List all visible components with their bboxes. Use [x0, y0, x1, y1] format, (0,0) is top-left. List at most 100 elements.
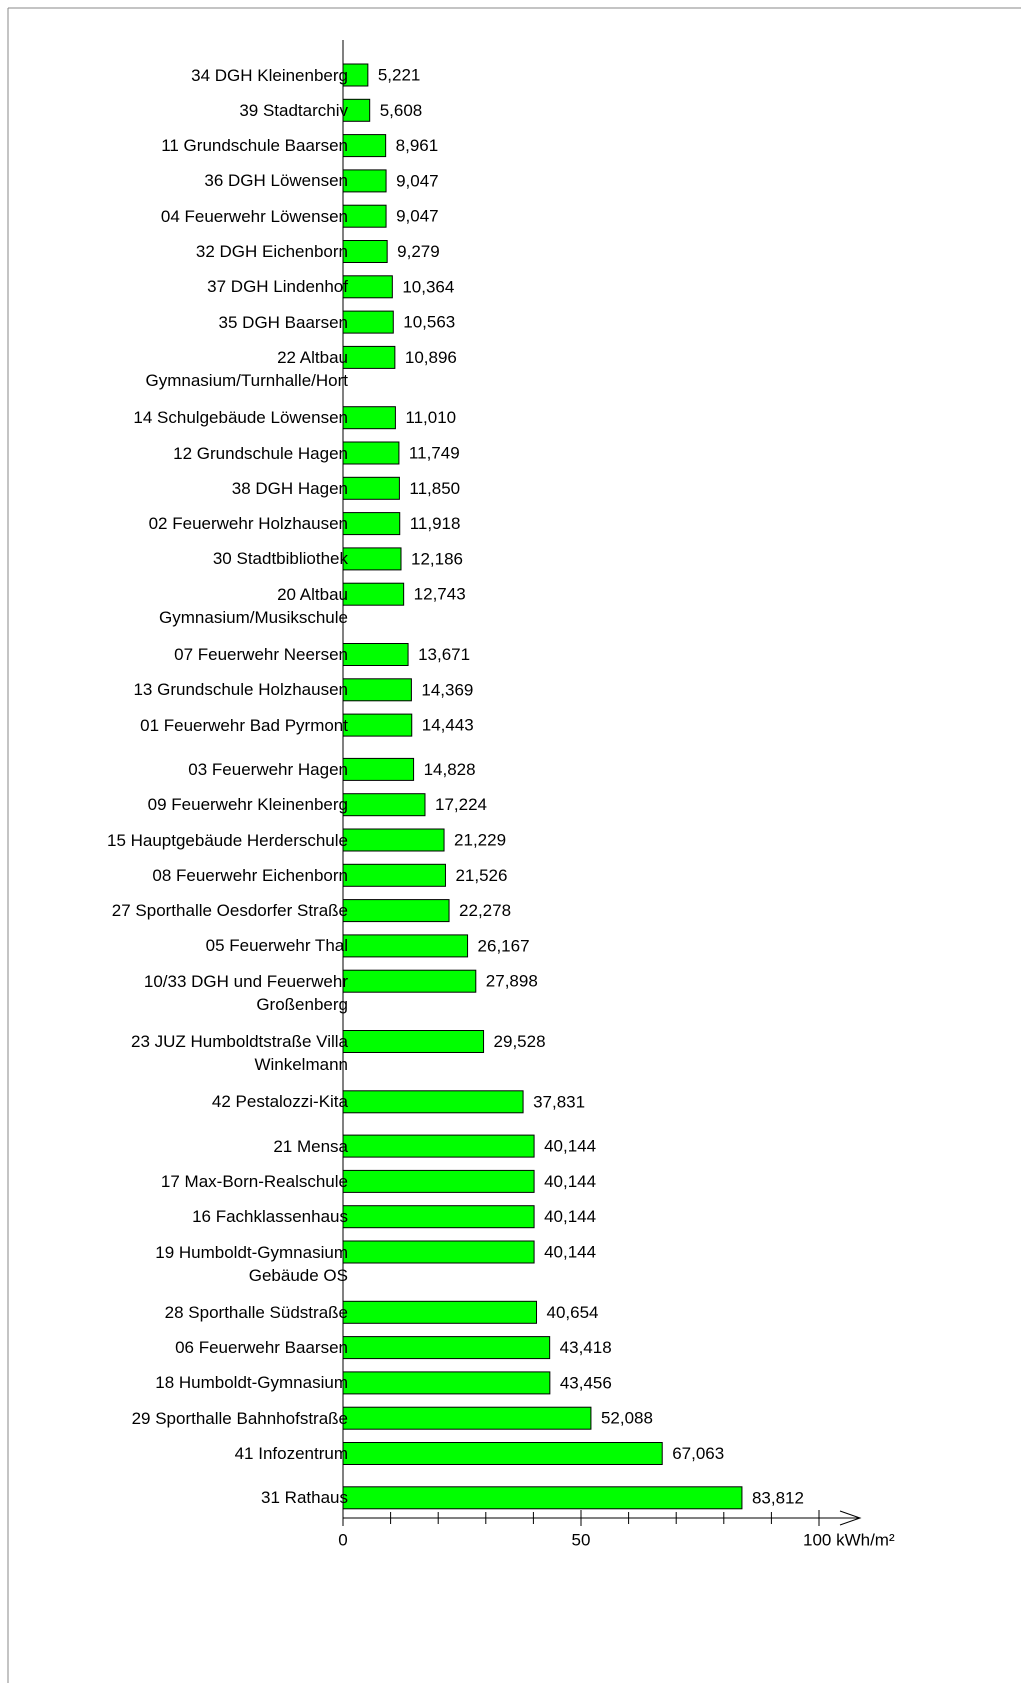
value-label: 10,896	[405, 348, 457, 367]
value-label: 26,167	[478, 936, 530, 955]
value-label: 9,047	[396, 171, 439, 190]
value-label: 67,063	[672, 1444, 724, 1463]
value-label: 10,364	[402, 277, 454, 296]
bar	[342, 1205, 535, 1229]
value-label: 21,229	[454, 830, 506, 849]
bar	[342, 1134, 535, 1158]
value-label: 14,443	[422, 716, 474, 735]
category-label: 05 Feuerwehr Thal	[205, 936, 348, 956]
bar	[342, 134, 387, 158]
value-label: 21,526	[455, 866, 507, 885]
bar	[342, 1442, 663, 1465]
value-label: 40,144	[544, 1137, 596, 1156]
x-tick-label: 50	[572, 1530, 591, 1549]
category-label: 31 Rathaus	[261, 1488, 348, 1508]
value-label: 12,743	[414, 585, 466, 604]
bar	[342, 713, 413, 737]
value-label: 83,812	[752, 1488, 804, 1507]
bar	[342, 275, 393, 299]
category-label: 19 Humboldt-Gymnasium Gebäude OS	[155, 1242, 348, 1285]
x-tick-label: 0	[338, 1530, 347, 1549]
value-label: 27,898	[486, 972, 538, 991]
category-label: 14 Schulgebäude Löwensen	[133, 408, 348, 428]
category-label: 07 Feuerwehr Neersen	[174, 645, 348, 664]
bar	[342, 476, 400, 500]
value-label: 10,563	[403, 313, 455, 332]
axis-arrow	[839, 1510, 862, 1526]
value-label: 13,671	[418, 645, 470, 664]
bar	[342, 969, 477, 993]
value-label: 5,221	[378, 65, 421, 84]
value-label: 9,279	[397, 242, 440, 261]
category-label: 20 Altbau Gymnasium/Musikschule	[159, 584, 348, 627]
category-label: 12 Grundschule Hagen	[173, 443, 348, 463]
bar	[342, 310, 394, 334]
value-label: 40,144	[544, 1172, 596, 1191]
category-label: 41 Infozentrum	[234, 1444, 348, 1463]
category-label: 38 DGH Hagen	[231, 478, 348, 498]
category-label: 01 Feuerwehr Bad Pyrmont	[140, 715, 348, 735]
category-label: 13 Grundschule Holzhausen	[133, 680, 348, 700]
value-label: 43,456	[560, 1373, 612, 1392]
category-label: 03 Feuerwehr Hagen	[188, 759, 348, 779]
value-label: 52,088	[601, 1409, 653, 1428]
bar	[342, 204, 387, 228]
category-label: 32 DGH Eichenborn	[195, 242, 348, 261]
value-label: 9,047	[396, 207, 439, 226]
category-label: 10/33 DGH und Feuerwehr Großenberg	[143, 971, 348, 1014]
bar	[342, 512, 401, 536]
bar	[342, 1486, 743, 1510]
x-tick-label: 100 kWh/m²	[803, 1530, 895, 1549]
category-label: 34 DGH Kleinenberg	[191, 65, 348, 85]
value-label: 22,278	[459, 901, 511, 920]
bar	[342, 643, 409, 666]
value-label: 11,850	[409, 479, 460, 498]
value-label: 29,528	[494, 1032, 546, 1051]
bar	[342, 863, 446, 887]
category-label: 09 Feuerwehr Kleinenberg	[147, 795, 348, 815]
category-label: 18 Humboldt-Gymnasium	[155, 1373, 348, 1393]
bar	[342, 1300, 538, 1324]
value-label: 40,144	[544, 1207, 596, 1226]
category-label: 35 DGH Baarsen	[218, 312, 348, 332]
category-label: 37 DGH Lindenhof	[207, 277, 348, 297]
bar	[342, 793, 426, 817]
bar	[342, 828, 445, 852]
category-label: 17 Max-Born-Realschule	[160, 1171, 348, 1191]
bar	[342, 406, 396, 430]
value-label: 40,144	[544, 1242, 596, 1261]
value-label: 14,828	[424, 760, 476, 779]
bar	[342, 1406, 592, 1430]
value-label: 8,961	[396, 136, 439, 155]
category-label: 06 Feuerwehr Baarsen	[175, 1338, 348, 1358]
bar	[342, 1030, 485, 1053]
category-label: 42 Pestalozzi-Kita	[211, 1092, 348, 1112]
category-label: 29 Sporthalle Bahnhofstraße	[131, 1408, 348, 1428]
bar	[342, 1240, 535, 1264]
value-label: 11,918	[410, 514, 461, 533]
category-label: 23 JUZ Humboldtstraße Villa Winkelmann	[131, 1032, 348, 1074]
category-label: 08 Feuerwehr Eichenborn	[152, 865, 348, 885]
category-label: 15 Hauptgebäude Herderschule	[106, 830, 348, 850]
bar	[342, 441, 400, 465]
category-label: 27 Sporthalle Oesdorfer Straße	[111, 901, 348, 921]
value-label: 43,418	[560, 1338, 612, 1357]
category-label: 04 Feuerwehr Löwensen	[160, 206, 348, 226]
bar	[342, 1371, 551, 1395]
bar	[342, 757, 415, 781]
bar	[342, 1169, 535, 1193]
value-label: 40,654	[547, 1303, 599, 1322]
value-label: 11,010	[405, 408, 456, 427]
category-label: 11 Grundschule Baarsen	[161, 136, 348, 156]
category-label: 36 DGH Löwensen	[204, 171, 348, 191]
category-label: 39 Stadtarchiv	[239, 100, 348, 120]
category-label: 30 Stadtbibliothek	[212, 549, 348, 569]
bar	[342, 547, 402, 571]
category-label: 21 Mensa	[273, 1136, 348, 1156]
bar	[342, 1336, 551, 1360]
bar	[342, 1090, 524, 1114]
value-label: 14,369	[421, 680, 473, 699]
bar	[342, 899, 450, 923]
bar	[342, 169, 387, 193]
